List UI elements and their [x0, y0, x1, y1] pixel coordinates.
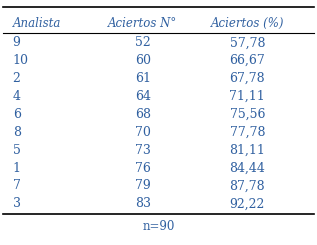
- Text: 68: 68: [135, 108, 151, 121]
- Text: 92,22: 92,22: [230, 197, 265, 210]
- Text: 10: 10: [13, 54, 29, 67]
- Text: 57,78: 57,78: [230, 36, 265, 49]
- Text: 9: 9: [13, 36, 21, 49]
- Text: 60: 60: [135, 54, 151, 67]
- Text: 83: 83: [135, 197, 151, 210]
- Text: 87,78: 87,78: [230, 179, 265, 193]
- Text: 70: 70: [135, 126, 151, 139]
- Text: 77,78: 77,78: [230, 126, 265, 139]
- Text: 3: 3: [13, 197, 21, 210]
- Text: 71,11: 71,11: [230, 90, 265, 103]
- Text: Aciertos (%): Aciertos (%): [210, 17, 284, 30]
- Text: 7: 7: [13, 179, 21, 193]
- Text: 66,67: 66,67: [230, 54, 265, 67]
- Text: 6: 6: [13, 108, 21, 121]
- Text: 5: 5: [13, 144, 21, 157]
- Text: 61: 61: [135, 72, 151, 85]
- Text: 8: 8: [13, 126, 21, 139]
- Text: 64: 64: [135, 90, 151, 103]
- Text: Aciertos N°: Aciertos N°: [108, 17, 177, 30]
- Text: 75,56: 75,56: [230, 108, 265, 121]
- Text: 76: 76: [135, 161, 151, 175]
- Text: 73: 73: [135, 144, 151, 157]
- Text: 67,78: 67,78: [230, 72, 265, 85]
- Text: Analista: Analista: [13, 17, 61, 30]
- Text: n=90: n=90: [142, 220, 175, 233]
- Text: 84,44: 84,44: [229, 161, 265, 175]
- Text: 79: 79: [135, 179, 151, 193]
- Text: 2: 2: [13, 72, 21, 85]
- Text: 4: 4: [13, 90, 21, 103]
- Text: 52: 52: [135, 36, 151, 49]
- Text: 1: 1: [13, 161, 21, 175]
- Text: 81,11: 81,11: [229, 144, 265, 157]
